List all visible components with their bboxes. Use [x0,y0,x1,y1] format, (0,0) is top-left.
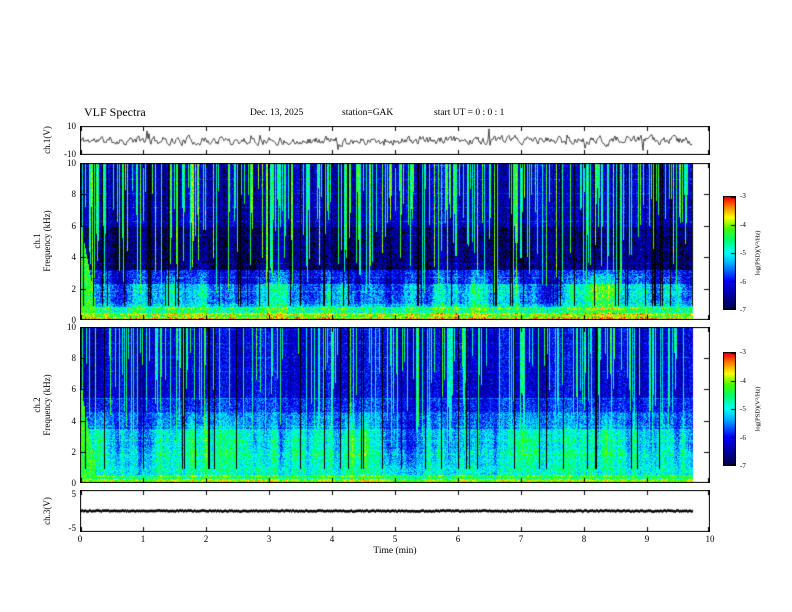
colorbar2-tick-label: -6 [740,433,746,442]
ch2-frequency-axis-label: ch.2 Frequency (kHz) [32,374,52,435]
time-axis-label: Time (min) [373,546,417,556]
ch2-spectrogram [80,327,710,483]
x-tick-label: 4 [329,534,335,544]
ch1-frequency-axis-label: ch.1 Frequency (kHz) [32,210,52,271]
sp2-y-tick-label: 4 [71,415,77,426]
ch2-axis-unit-label: Frequency (kHz) [42,374,52,436]
ch1-axis-channel-label: ch.1 [32,233,42,249]
sp2-y-tick-label: 6 [71,384,77,395]
x-tick-label: 9 [644,534,650,544]
x-tick-label: 3 [266,534,272,544]
ch3-flatline-plot [80,490,710,532]
colorbar-ch2 [723,352,736,466]
colorbar1-tick-label: -4 [740,220,746,229]
ch3-y-tick-label: 5 [71,489,77,499]
sp2-y-tick-label: 2 [71,446,77,457]
date-label: Dec. 13, 2025 [250,108,304,118]
x-tick-label: 7 [518,534,524,544]
sp1-y-tick-label: 6 [71,220,77,231]
sp1-y-tick-label: 10 [67,158,76,168]
ch1-voltage-axis-label: ch.1(V) [42,126,52,154]
colorbar-ch1 [723,196,736,310]
colorbar1-unit-label: log(PSD)(V²/Hz) [754,230,762,276]
colorbar2-unit-label: log(PSD)(V²/Hz) [754,386,762,432]
sp1-y-tick-label: 4 [71,252,77,263]
ch1-axis-unit-label: Frequency (kHz) [42,210,52,272]
ch3-voltage-axis-label: ch.3(V) [42,497,52,525]
sp1-y-tick-label: 8 [71,189,77,200]
colorbar2-tick-label: -5 [740,405,746,413]
ch3-y-tick-label: -5 [68,523,77,533]
x-tick-label: 2 [203,534,209,544]
colorbar2-tick-label: -4 [740,376,746,385]
x-tick-label: 0 [77,534,83,544]
sp2-y-tick-label: 8 [71,353,77,364]
sp2-y-tick-label: 0 [71,478,77,488]
colorbar1-tick-label: -7 [740,306,746,314]
colorbar1-tick-label: -6 [740,277,746,286]
sp1-y-tick-label: 2 [71,283,77,294]
colorbar1-tick-label: -3 [740,192,746,200]
figure-title: VLF Spectra [84,105,146,119]
station-label: station=GAK [342,108,394,118]
sp2-y-tick-label: 10 [67,322,76,332]
colorbar2-tick-label: -3 [740,348,746,356]
sp1-y-tick-label: 0 [71,315,77,325]
x-tick-label: 1 [140,534,146,544]
x-tick-label: 8 [581,534,587,544]
wave-y-tick-label: -10 [64,149,76,159]
ch1-spectrogram [80,163,710,320]
x-tick-label: 10 [705,534,715,544]
colorbar1-tick-label: -5 [740,249,746,257]
x-tick-label: 6 [455,534,461,544]
start-ut-label: start UT = 0 : 0 : 1 [434,108,505,118]
ch1-waveform-plot [80,126,710,155]
ch2-axis-channel-label: ch.2 [32,397,42,413]
colorbar2-tick-label: -7 [740,462,746,470]
x-tick-label: 5 [392,534,398,544]
wave-y-tick-label: 10 [67,121,76,131]
